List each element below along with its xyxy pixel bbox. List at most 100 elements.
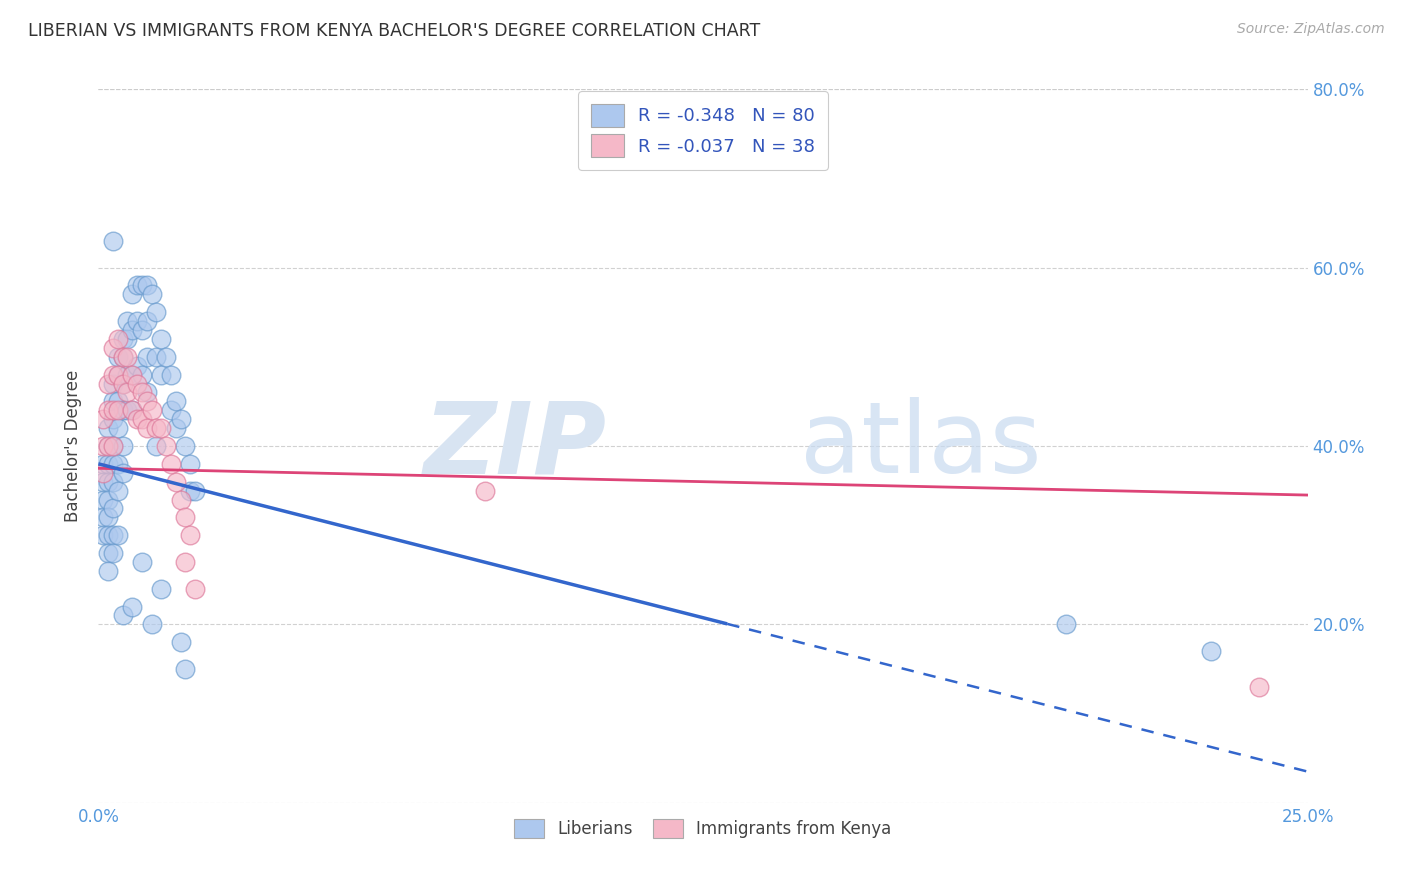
Point (179, 457, 201, 471)
Point (111, 439, 134, 453)
Point (91, 528, 114, 542)
Point (141, 287, 163, 301)
Point (117, 332, 139, 346)
Point (101, 403, 124, 417)
Point (97, 492, 120, 507)
Point (165, 394, 187, 409)
Point (107, 394, 129, 409)
Point (135, 278, 157, 293)
Point (91, 466, 114, 480)
Point (131, 555, 153, 569)
Point (150, 582, 173, 596)
Point (97, 421, 120, 435)
Point (135, 314, 157, 328)
Point (165, 475, 187, 489)
Point (97, 510, 120, 524)
Point (117, 403, 139, 417)
Point (127, 278, 149, 293)
Point (101, 528, 124, 542)
Point (101, 475, 124, 489)
Point (127, 314, 149, 328)
Point (169, 412, 191, 426)
Point (141, 403, 163, 417)
Point (101, 341, 124, 355)
Point (97, 564, 120, 578)
Point (111, 403, 134, 417)
Point (97, 546, 120, 560)
Point (91, 492, 114, 507)
Point (184, 582, 207, 596)
Point (107, 457, 129, 471)
Point (131, 385, 153, 400)
Point (150, 421, 173, 435)
Point (111, 332, 134, 346)
Point (150, 332, 173, 346)
Point (121, 287, 143, 301)
Point (127, 359, 149, 373)
Point (160, 368, 183, 382)
Text: Source: ZipAtlas.com: Source: ZipAtlas.com (1237, 22, 1385, 37)
Point (155, 439, 177, 453)
Point (101, 457, 124, 471)
Point (107, 350, 129, 364)
Point (1199, 644, 1222, 658)
Point (101, 412, 124, 426)
Point (165, 421, 187, 435)
Point (145, 439, 167, 453)
Point (121, 368, 143, 382)
Point (107, 368, 129, 382)
Point (131, 278, 153, 293)
Point (111, 376, 134, 391)
Point (101, 501, 124, 516)
Point (155, 350, 177, 364)
Point (107, 421, 129, 435)
Point (1249, 680, 1271, 694)
Point (184, 483, 207, 498)
Text: atlas: atlas (800, 398, 1042, 494)
Point (107, 332, 129, 346)
Point (135, 394, 157, 409)
Point (160, 457, 183, 471)
Point (135, 350, 157, 364)
Point (101, 234, 124, 248)
Point (97, 439, 120, 453)
Point (145, 350, 167, 364)
Legend: Liberians, Immigrants from Kenya: Liberians, Immigrants from Kenya (508, 812, 898, 845)
Point (131, 368, 153, 382)
Point (97, 457, 120, 471)
Text: ZIP: ZIP (423, 398, 606, 494)
Point (91, 475, 114, 489)
Point (97, 475, 120, 489)
Point (131, 323, 153, 337)
Point (179, 483, 201, 498)
Point (121, 403, 143, 417)
Point (107, 483, 129, 498)
Point (101, 439, 124, 453)
Text: LIBERIAN VS IMMIGRANTS FROM KENYA BACHELOR'S DEGREE CORRELATION CHART: LIBERIAN VS IMMIGRANTS FROM KENYA BACHEL… (28, 22, 761, 40)
Point (97, 528, 120, 542)
Point (107, 403, 129, 417)
Point (101, 546, 124, 560)
Point (91, 412, 114, 426)
Point (101, 394, 124, 409)
Point (111, 608, 134, 623)
Point (135, 421, 157, 435)
Point (107, 368, 129, 382)
Point (101, 376, 124, 391)
Point (160, 403, 183, 417)
Point (111, 350, 134, 364)
Point (111, 376, 134, 391)
Point (141, 617, 163, 632)
Point (145, 305, 167, 319)
Point (179, 528, 201, 542)
Point (117, 314, 139, 328)
Point (174, 662, 197, 676)
Point (474, 483, 496, 498)
Point (117, 385, 139, 400)
Point (127, 412, 149, 426)
Point (121, 599, 143, 614)
Point (169, 635, 191, 649)
Point (1054, 617, 1077, 632)
Point (135, 385, 157, 400)
Point (174, 555, 197, 569)
